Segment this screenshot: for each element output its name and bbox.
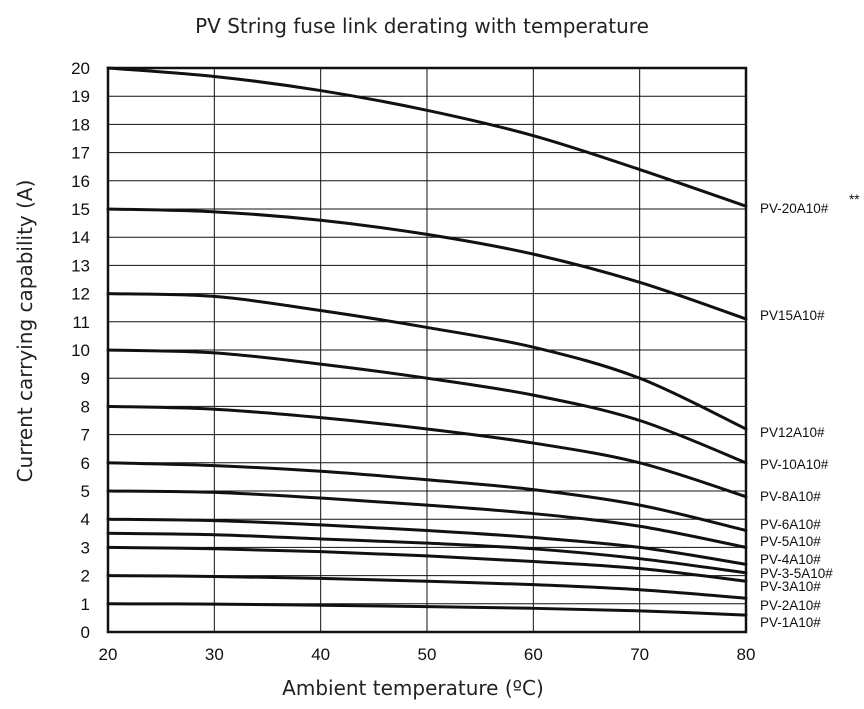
y-tick-label: 19 bbox=[71, 87, 90, 106]
series-label: PV-3-5A10# bbox=[760, 566, 833, 581]
x-tick-label: 40 bbox=[311, 645, 330, 664]
series-line-3 bbox=[106, 292, 748, 431]
series-line-5 bbox=[106, 404, 748, 499]
y-tick-label: 15 bbox=[71, 200, 90, 219]
x-axis-label: Ambient temperature (ºC) bbox=[282, 676, 544, 700]
series-label: PV-20A10# bbox=[760, 201, 829, 216]
series-line-2 bbox=[106, 207, 748, 321]
series-line-11 bbox=[106, 574, 748, 600]
y-tick-label: 7 bbox=[81, 426, 90, 445]
y-tick-label: 0 bbox=[81, 623, 90, 642]
x-tick-label: 30 bbox=[205, 645, 224, 664]
y-tick-label: 9 bbox=[81, 369, 90, 388]
series-label: PV-4A10# bbox=[760, 552, 821, 567]
y-tick-label: 10 bbox=[71, 341, 90, 360]
series-line-9 bbox=[106, 531, 748, 575]
series-label: PV-10A10# bbox=[760, 457, 829, 472]
x-tick-label: 60 bbox=[524, 645, 543, 664]
series-label: PV15A10# bbox=[760, 308, 825, 323]
x-tick-label: 50 bbox=[418, 645, 437, 664]
series-line-6 bbox=[106, 461, 748, 532]
y-tick-label: 12 bbox=[71, 285, 90, 304]
y-tick-label: 3 bbox=[81, 538, 90, 557]
series-line-10 bbox=[106, 545, 748, 583]
y-tick-label: 20 bbox=[71, 59, 90, 78]
x-tick-label: 80 bbox=[737, 645, 756, 664]
y-tick-label: 8 bbox=[81, 397, 90, 416]
y-tick-label: 16 bbox=[71, 172, 90, 191]
y-tick-label: 4 bbox=[81, 510, 90, 529]
y-tick-label: 13 bbox=[71, 256, 90, 275]
x-tick-label: 20 bbox=[99, 645, 118, 664]
y-tick-label: 11 bbox=[72, 313, 90, 332]
plot-frame bbox=[106, 66, 748, 634]
series-label: PV-5A10# bbox=[760, 534, 821, 549]
y-tick-label: 14 bbox=[71, 228, 90, 247]
y-tick-label: 5 bbox=[81, 482, 90, 501]
y-tick-label: 18 bbox=[71, 115, 90, 134]
series-lines bbox=[106, 66, 748, 617]
y-tick-label: 1 bbox=[81, 595, 90, 614]
series-label: PV-8A10# bbox=[760, 489, 821, 504]
series-label: PV-6A10# bbox=[760, 517, 821, 532]
series-label: PV12A10# bbox=[760, 425, 825, 440]
series-line-8 bbox=[106, 517, 748, 566]
y-tick-label: 2 bbox=[81, 567, 90, 586]
y-tick-label: 6 bbox=[81, 454, 90, 473]
series-label: PV-2A10# bbox=[760, 598, 821, 613]
x-tick-label: 70 bbox=[630, 645, 649, 664]
series-note: ** bbox=[849, 192, 860, 207]
y-axis-label: Current carrying capability (A) bbox=[13, 180, 37, 483]
tick-labels: 20 30 40 50 60 70 8001234567891011121314151617… bbox=[71, 59, 755, 664]
y-tick-label: 17 bbox=[71, 144, 90, 163]
series-line-4 bbox=[106, 348, 748, 465]
series-line-1 bbox=[106, 66, 748, 208]
series-line-7 bbox=[106, 489, 748, 549]
series-label: PV-1A10# bbox=[760, 615, 821, 630]
series-label: PV-3A10# bbox=[760, 579, 821, 594]
series-line-12 bbox=[106, 602, 748, 617]
series-labels: PV-20A10# ** PV15A10# PV12A10# PV-10A10# PV-8… bbox=[760, 192, 860, 630]
chart-title: PV String fuse link derating with temper… bbox=[195, 14, 649, 38]
